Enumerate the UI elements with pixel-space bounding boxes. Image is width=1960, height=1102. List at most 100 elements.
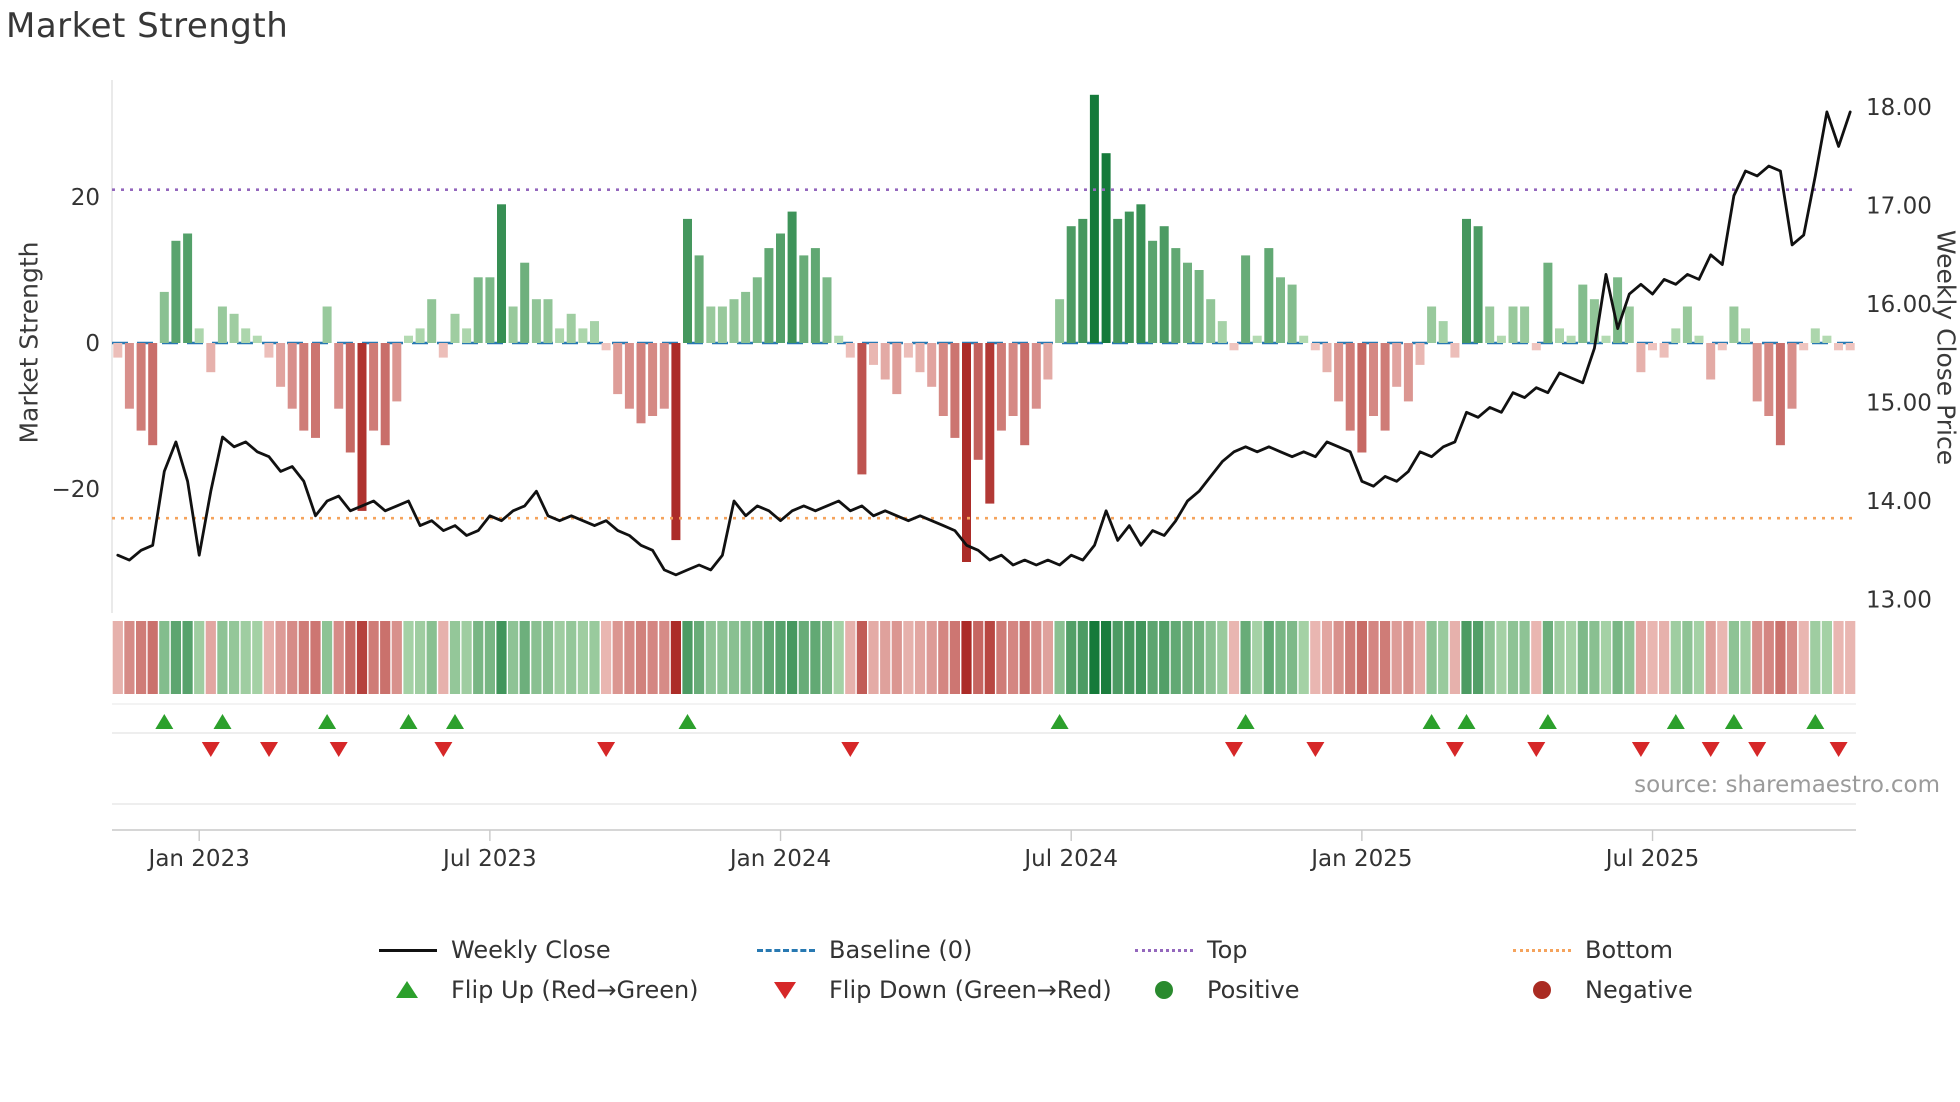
oscillator-bar [1531, 343, 1541, 351]
flip-up-marker [318, 714, 337, 729]
heatmap-cell [647, 621, 658, 694]
oscillator-bar [1659, 343, 1669, 358]
oscillator-bar [287, 343, 297, 409]
heatmap-cell [1135, 621, 1146, 694]
heatmap-cell [240, 621, 251, 694]
oscillator-bar [1752, 343, 1762, 402]
oscillator-bar [764, 248, 774, 343]
flip-down-marker [597, 742, 616, 757]
heatmap-cell [1577, 621, 1588, 694]
heatmap-cell [1473, 621, 1484, 694]
up-triangle-icon [379, 978, 437, 1002]
heatmap-cell [717, 621, 728, 694]
legend-label-positive: Positive [1207, 976, 1300, 1004]
heatmap-cell [1112, 621, 1123, 694]
heatmap-cell [752, 621, 763, 694]
heatmap-cell [1101, 621, 1112, 694]
oscillator-bar [717, 306, 727, 343]
oscillator-bar [636, 343, 646, 424]
heatmap-cell [322, 621, 333, 694]
oscillator-bar [1089, 94, 1099, 343]
oscillator-bar [1624, 306, 1634, 343]
oscillator-bar [229, 313, 239, 343]
heatmap-cell [345, 621, 356, 694]
oscillator-bar [252, 335, 262, 343]
oscillator-bar [450, 313, 460, 343]
oscillator-bar [1787, 343, 1797, 409]
heatmap-cell [984, 621, 995, 694]
oscillator-bar [1601, 335, 1611, 343]
oscillator-bar [171, 240, 181, 343]
line-sample-icon [379, 938, 437, 962]
oscillator-bar [1276, 277, 1285, 343]
heatmap-cell [1124, 621, 1135, 694]
oscillator-bar [485, 277, 495, 343]
heatmap-cell [1333, 621, 1344, 694]
oscillator-bar [578, 328, 588, 343]
oscillator-bar [1834, 343, 1843, 351]
heatmap-cell [205, 621, 216, 694]
oscillator-bar [694, 255, 704, 343]
oscillator-bar [1415, 343, 1425, 365]
weekly-close-line [116, 110, 1852, 577]
heatmap-cell [1624, 621, 1635, 694]
y-right-tick-label: 17.00 [1866, 194, 1932, 220]
heatmap-cell [194, 621, 205, 694]
y-left-tick-label: 0 [85, 331, 100, 357]
heatmap-cell [1240, 621, 1251, 694]
heatmap-cell [1356, 621, 1367, 694]
oscillator-bar [1148, 240, 1158, 343]
heatmap-cell [182, 621, 193, 694]
flip-up-marker [678, 714, 697, 729]
heatmap-cell [705, 621, 716, 694]
heatmap-cell [566, 621, 577, 694]
heatmap-cell [1589, 621, 1600, 694]
oscillator-bar [159, 291, 169, 343]
heatmap-cell [1810, 621, 1821, 694]
dotted-line-icon [1513, 938, 1571, 962]
oscillator-bar [113, 343, 123, 358]
oscillator-bar [520, 262, 530, 343]
flip-down-marker [434, 742, 453, 757]
legend-label-baseline: Baseline (0) [829, 936, 973, 964]
heatmap-cell [263, 621, 274, 694]
oscillator-bar [1427, 306, 1437, 343]
heatmap-cell [415, 621, 426, 694]
heatmap-cell [1159, 621, 1170, 694]
oscillator-bar [369, 343, 379, 431]
heatmap-cell [577, 621, 588, 694]
heatmap-cell [356, 621, 368, 694]
flip-down-marker [1829, 742, 1848, 757]
oscillator-bar [1764, 343, 1774, 416]
flip-down-marker [1527, 742, 1546, 757]
legend-label-negative: Negative [1585, 976, 1693, 1004]
oscillator-bar [1113, 218, 1123, 343]
oscillator-bar [1194, 270, 1204, 343]
flip-up-marker [1666, 714, 1685, 729]
oscillator-bar [822, 277, 832, 343]
heatmap-cell [1310, 621, 1321, 694]
oscillator-bar [531, 299, 541, 343]
oscillator-bar [1124, 211, 1134, 343]
heatmap-cell [973, 621, 984, 694]
heatmap-cell [1670, 621, 1681, 694]
heatmap-cell [903, 621, 914, 694]
oscillator-bar [206, 343, 216, 373]
heatmap-cell [880, 621, 891, 694]
oscillator-bar [1438, 321, 1448, 343]
oscillator-bar [136, 343, 146, 431]
oscillator-bar [1845, 343, 1855, 351]
oscillator-bar [1055, 299, 1065, 343]
oscillator-bar [1648, 343, 1657, 351]
flip-up-marker [399, 714, 418, 729]
flip-down-marker [260, 742, 278, 757]
heatmap-cell [1566, 621, 1577, 694]
heatmap-cell [1438, 621, 1449, 694]
flip-up-marker [1236, 714, 1255, 729]
heatmap-cell [287, 621, 298, 694]
heatmap-cell [1693, 621, 1705, 694]
heatmap-cell [461, 621, 472, 694]
oscillator-bar [1496, 335, 1506, 343]
y-right-tick-label: 18.00 [1866, 95, 1932, 121]
heatmap-cell [1147, 621, 1158, 694]
